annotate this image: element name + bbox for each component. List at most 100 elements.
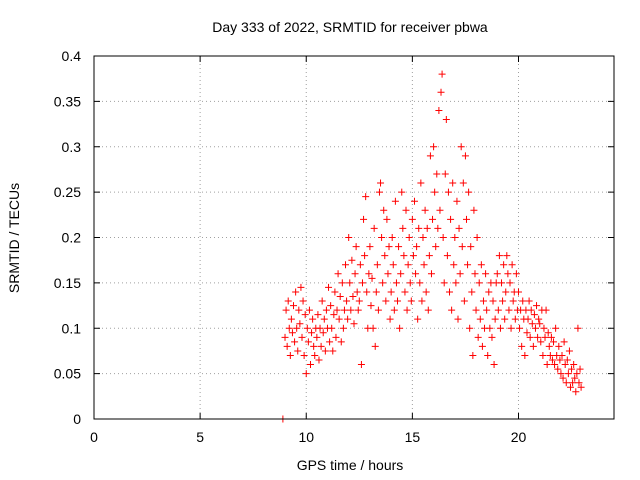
y-tick-label: 0.4 xyxy=(62,48,82,64)
data-point xyxy=(388,234,396,241)
data-point xyxy=(446,288,454,296)
data-point xyxy=(536,320,544,328)
data-point xyxy=(410,197,418,205)
data-point xyxy=(451,234,459,241)
data-point xyxy=(421,206,429,214)
data-point xyxy=(540,324,548,332)
data-point xyxy=(419,234,427,241)
data-point xyxy=(340,306,348,314)
y-tick-label: 0.15 xyxy=(54,275,81,291)
data-point xyxy=(371,342,379,350)
data-point xyxy=(306,361,314,369)
data-point xyxy=(556,356,564,364)
data-point xyxy=(369,324,377,332)
data-point xyxy=(394,297,402,305)
data-point xyxy=(554,365,562,373)
data-point xyxy=(479,297,487,305)
data-point xyxy=(300,351,308,359)
data-point xyxy=(491,315,499,323)
data-point xyxy=(396,324,404,332)
data-point xyxy=(460,297,468,305)
data-point xyxy=(303,324,311,332)
data-point xyxy=(544,329,552,337)
data-point xyxy=(425,252,433,260)
data-point xyxy=(348,256,356,264)
data-point xyxy=(282,306,290,314)
data-point xyxy=(357,361,365,369)
data-point xyxy=(560,338,568,346)
data-point xyxy=(301,311,309,319)
data-point xyxy=(512,270,520,278)
data-point xyxy=(450,261,458,269)
data-point xyxy=(325,283,333,291)
data-point xyxy=(322,306,330,314)
data-point xyxy=(447,215,455,223)
data-point xyxy=(329,347,337,355)
data-point xyxy=(514,288,522,296)
data-point xyxy=(529,342,537,350)
data-point xyxy=(496,324,504,332)
data-point xyxy=(287,315,295,323)
data-point xyxy=(564,370,572,378)
data-point xyxy=(420,261,428,269)
data-point xyxy=(432,243,440,251)
data-point xyxy=(353,288,361,296)
data-point xyxy=(550,338,558,346)
data-point xyxy=(328,324,336,332)
data-point xyxy=(285,324,293,332)
tick-labels: 0 5 10 15 20 0 0.05 0.1 0.15 0.2 0.25 0.3 0.35 0.4 xyxy=(54,48,527,445)
data-point xyxy=(298,333,306,341)
data-point xyxy=(374,306,382,314)
data-point xyxy=(435,106,443,114)
data-point xyxy=(418,297,426,305)
data-point xyxy=(373,261,381,269)
data-point xyxy=(555,342,563,350)
data-point xyxy=(495,252,503,260)
data-point xyxy=(385,243,393,251)
data-point xyxy=(503,252,511,260)
data-point xyxy=(484,351,492,359)
y-tick-label: 0.25 xyxy=(54,184,81,200)
data-point xyxy=(342,261,350,269)
data-point xyxy=(523,329,531,337)
data-point xyxy=(399,224,407,232)
data-point xyxy=(474,333,482,341)
data-point xyxy=(427,270,435,278)
data-point xyxy=(401,288,409,296)
axis-ticks xyxy=(93,55,614,420)
data-point xyxy=(313,333,321,341)
data-point xyxy=(370,224,378,232)
data-point xyxy=(356,261,364,269)
data-point xyxy=(472,306,480,314)
data-point xyxy=(543,361,551,369)
data-point xyxy=(489,297,497,305)
data-point xyxy=(296,320,304,328)
x-tick-label: 0 xyxy=(90,429,98,445)
data-point xyxy=(308,329,316,337)
data-point xyxy=(362,193,370,201)
data-point xyxy=(431,188,439,196)
data-point xyxy=(334,270,342,278)
data-point xyxy=(507,324,515,332)
data-point xyxy=(535,315,543,323)
data-point xyxy=(316,324,324,332)
data-point xyxy=(416,279,424,287)
data-point xyxy=(321,347,329,355)
data-point xyxy=(439,234,447,241)
data-point xyxy=(350,320,358,328)
data-point xyxy=(561,361,569,369)
data-point xyxy=(488,333,496,341)
data-point xyxy=(392,279,400,287)
y-tick-label: 0.05 xyxy=(54,366,81,382)
data-point xyxy=(433,170,441,178)
data-point xyxy=(506,279,514,287)
data-point xyxy=(327,302,335,310)
data-point xyxy=(557,370,565,378)
data-point xyxy=(528,320,536,328)
data-point xyxy=(569,379,577,387)
data-point xyxy=(570,361,578,369)
x-axis-label: GPS time / hours xyxy=(297,457,404,473)
data-point xyxy=(288,329,296,337)
data-point xyxy=(482,270,490,278)
data-point xyxy=(572,388,580,396)
